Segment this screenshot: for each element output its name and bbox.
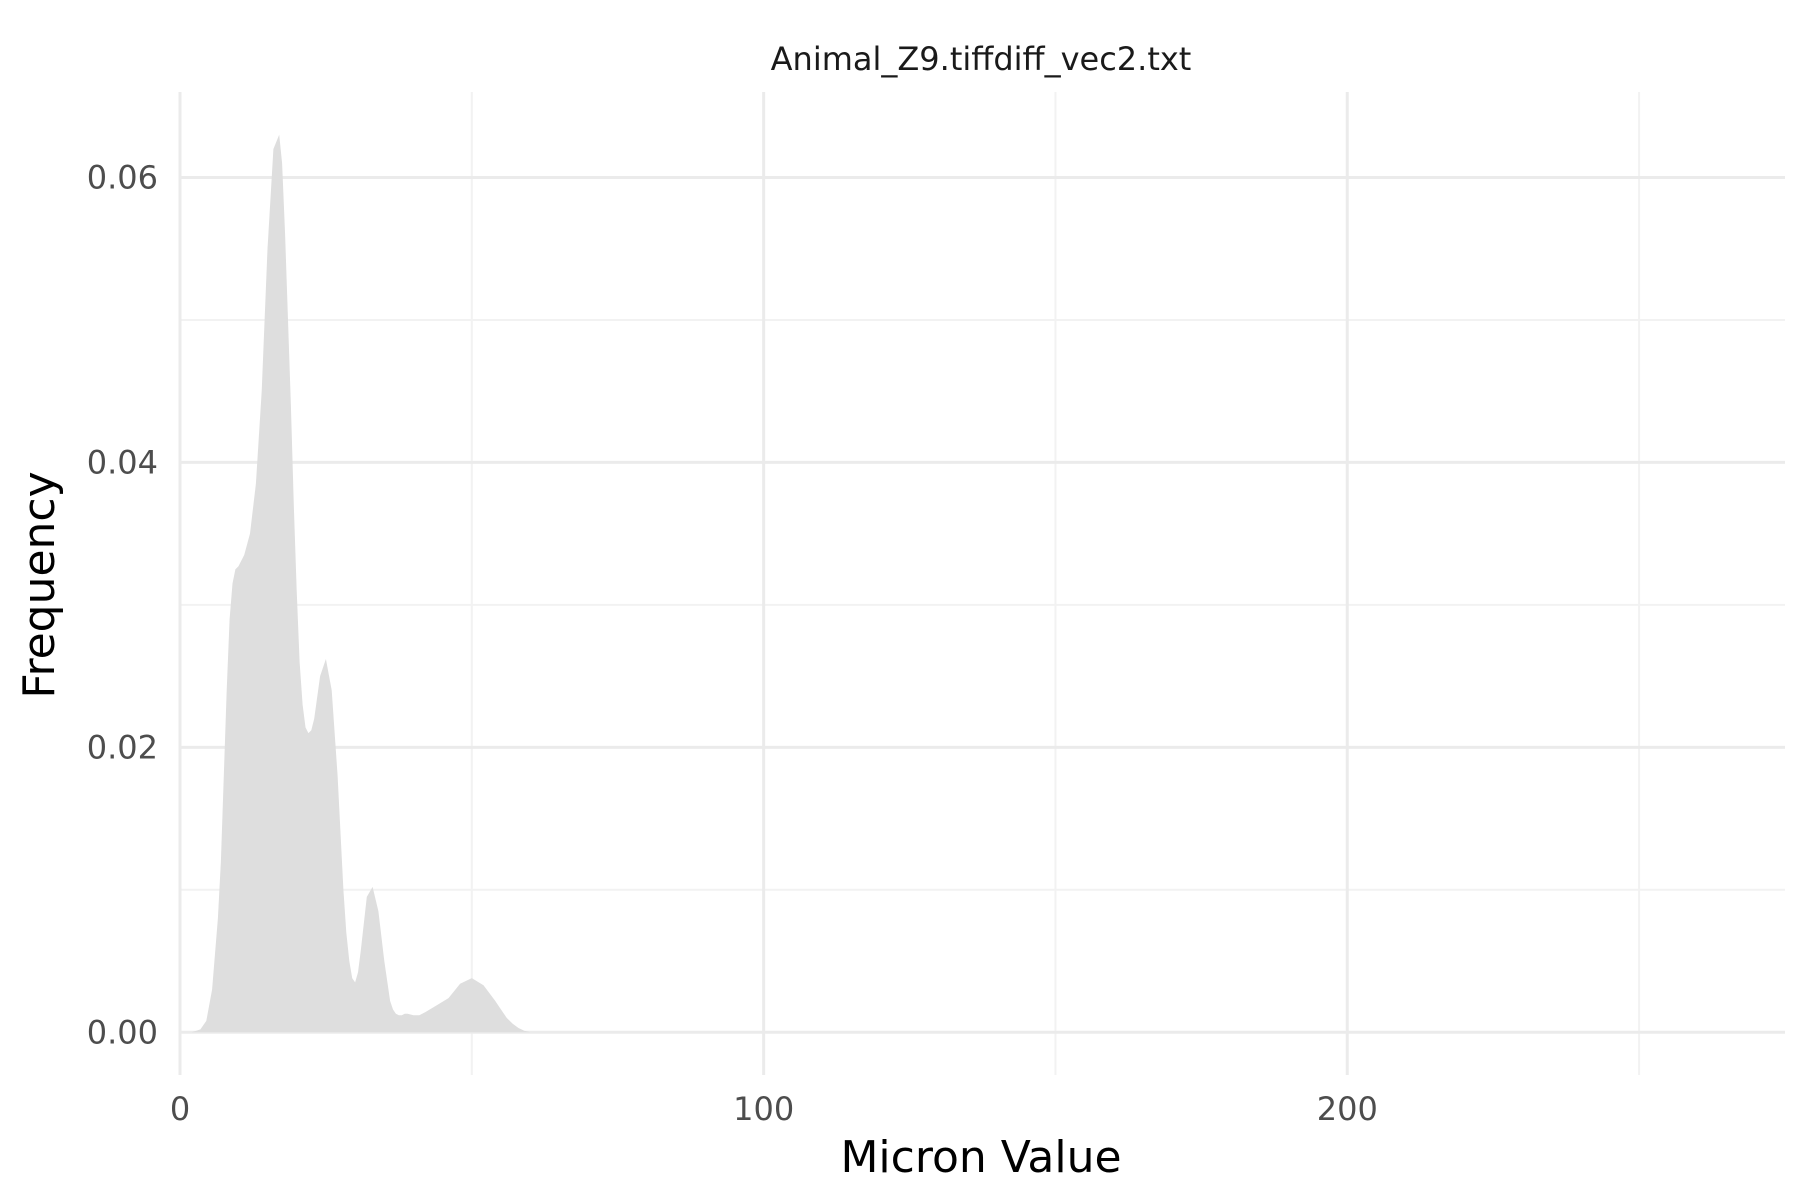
y-axis-title: Frequency	[14, 471, 65, 698]
chart-title: Animal_Z9.tiffdiff_vec2.txt	[771, 40, 1192, 78]
x-tick-label: 200	[1317, 1090, 1378, 1128]
x-axis-title: Micron Value	[840, 1132, 1121, 1183]
y-tick-label: 0.04	[87, 443, 158, 481]
y-tick-label: 0.02	[87, 728, 158, 766]
x-tick-label: 100	[733, 1090, 794, 1128]
grid	[178, 92, 1785, 1075]
x-tick-labels: 0 100 200	[170, 1090, 1378, 1128]
y-tick-label: 0.00	[87, 1013, 158, 1051]
density-area	[191, 134, 548, 1033]
y-tick-labels: 0.00 0.02 0.04 0.06	[87, 158, 158, 1051]
x-tick-label: 0	[170, 1090, 190, 1128]
y-tick-label: 0.06	[87, 158, 158, 196]
